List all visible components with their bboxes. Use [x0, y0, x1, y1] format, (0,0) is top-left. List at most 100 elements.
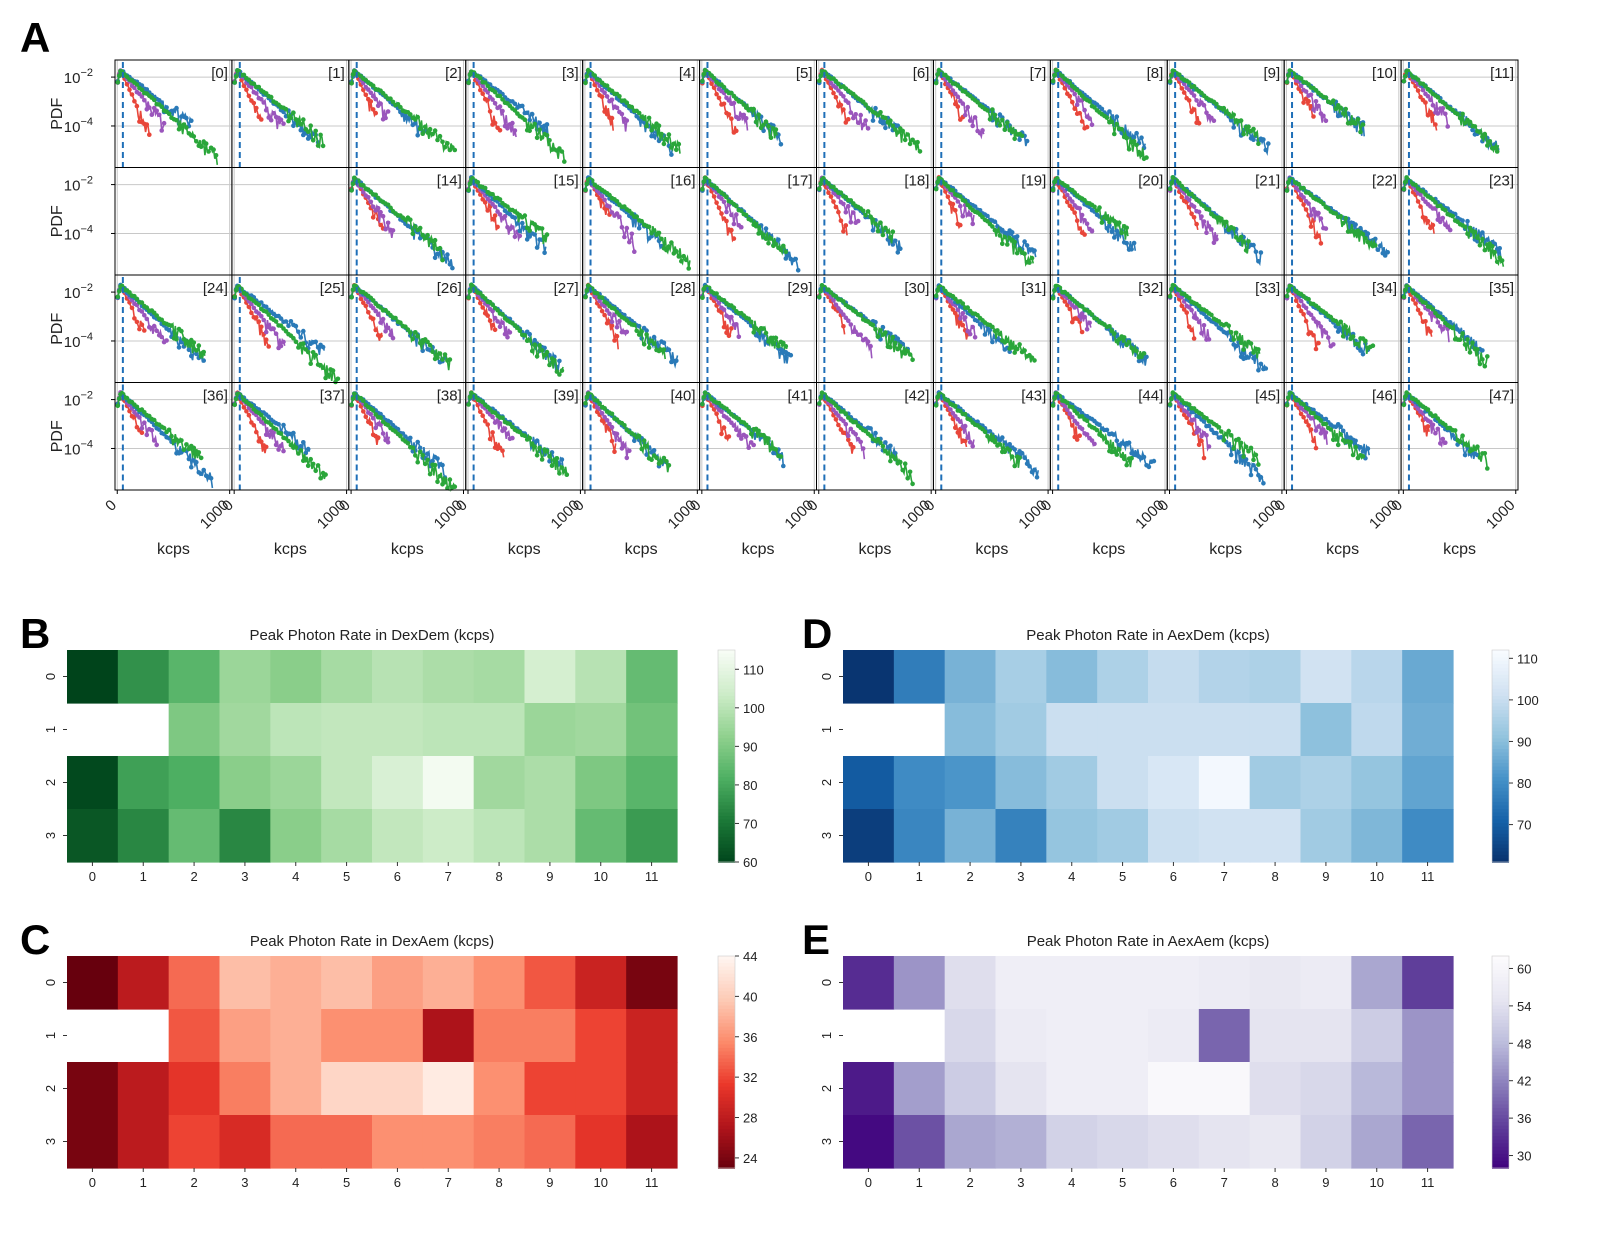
series-point-2	[1263, 366, 1269, 371]
series-point-2	[661, 340, 667, 346]
series-point-3	[1116, 220, 1122, 226]
series-point-1	[970, 221, 975, 227]
y-tick-exponent: −4	[80, 438, 93, 450]
series-point-0	[1415, 88, 1421, 93]
series-point-3	[1323, 95, 1329, 100]
series-point-3	[1360, 231, 1366, 237]
series-point-3	[440, 257, 445, 263]
series-point-3	[475, 180, 481, 185]
series-point-3	[559, 368, 565, 373]
series-point-1	[1201, 102, 1207, 108]
subplot-22: [22]	[1283, 167, 1402, 276]
series-point-1	[1089, 122, 1095, 128]
series-point-3	[888, 118, 893, 123]
series-point-3	[427, 342, 433, 348]
subplot-29: [29]	[699, 274, 817, 383]
series-point-3	[721, 84, 727, 90]
series-point-1	[1440, 106, 1446, 111]
series-point-3	[1467, 350, 1473, 355]
series-point-3	[741, 102, 747, 107]
series-point-3	[958, 85, 963, 90]
series-point-3	[1228, 330, 1234, 335]
x-axis-label: kcps	[625, 541, 658, 558]
series-point-0	[259, 117, 264, 122]
series-point-1	[278, 443, 284, 449]
series-point-2	[413, 121, 418, 126]
series-point-1	[164, 338, 169, 343]
series-point-2	[435, 251, 440, 257]
series-point-1	[368, 412, 374, 417]
series-point-3	[997, 331, 1003, 337]
series-point-0	[1301, 312, 1306, 317]
series-point-0	[361, 409, 366, 414]
series-point-3	[430, 349, 435, 355]
series-point-3	[410, 445, 416, 451]
series-point-3	[1241, 131, 1246, 137]
series-point-3	[865, 209, 871, 214]
series-point-3	[335, 376, 341, 382]
series-point-3	[1457, 337, 1463, 343]
series-point-1	[485, 89, 491, 95]
series-point-3	[417, 225, 423, 231]
series-point-3	[410, 336, 416, 342]
series-point-1	[273, 442, 279, 448]
series-point-3	[268, 94, 274, 100]
series-point-3	[863, 102, 868, 107]
series-point-3	[905, 132, 910, 137]
series-point-0	[253, 429, 259, 435]
series-point-0	[716, 95, 722, 101]
series-point-2	[1246, 355, 1251, 360]
series-point-0	[1316, 340, 1321, 346]
subplot-index-label: [25]	[320, 280, 345, 297]
series-point-3	[1241, 239, 1246, 244]
series-point-0	[1179, 86, 1185, 91]
series-point-3	[286, 118, 291, 124]
series-point-3	[1246, 124, 1251, 129]
series-point-3	[500, 97, 505, 102]
series-point-3	[915, 139, 920, 145]
series-point-0	[1074, 218, 1080, 223]
series-point-3	[544, 349, 550, 355]
series-point-1	[383, 226, 388, 232]
subplot-frame	[231, 167, 350, 276]
series-point-3	[1186, 295, 1192, 301]
series-point-1	[266, 432, 272, 438]
series-point-1	[853, 112, 858, 117]
series-point-1	[958, 203, 963, 209]
subplot-index-label: [39]	[554, 388, 579, 405]
series-point-1	[1186, 197, 1192, 203]
series-point-0	[1070, 99, 1075, 105]
series-point-1	[281, 448, 286, 454]
series-point-0	[1308, 224, 1314, 229]
series-point-2	[440, 462, 445, 468]
series-point-1	[263, 108, 269, 113]
series-point-3	[413, 453, 418, 458]
series-point-3	[599, 295, 605, 300]
series-point-3	[482, 185, 488, 191]
series-point-3	[437, 351, 443, 356]
series-point-1	[622, 443, 627, 449]
series-point-2	[415, 439, 421, 445]
series-point-3	[527, 435, 532, 441]
series-point-3	[1363, 338, 1368, 344]
series-point-0	[370, 107, 376, 112]
series-point-3	[522, 433, 528, 439]
series-point-0	[1311, 333, 1316, 338]
series-point-2	[763, 226, 769, 231]
series-point-3	[669, 145, 674, 150]
series-point-3	[325, 372, 331, 378]
series-point-3	[1134, 348, 1139, 354]
series-point-1	[980, 128, 985, 133]
series-point-1	[132, 85, 137, 91]
series-point-1	[368, 90, 374, 96]
series-point-3	[181, 447, 187, 453]
series-point-3	[1005, 338, 1010, 344]
series-point-3	[1284, 188, 1290, 193]
series-point-3	[875, 334, 881, 340]
series-point-3	[761, 232, 766, 238]
series-point-1	[517, 233, 523, 239]
series-point-0	[609, 438, 615, 444]
series-point-1	[1318, 216, 1324, 221]
series-point-3	[783, 344, 789, 349]
series-point-1	[1077, 206, 1082, 211]
